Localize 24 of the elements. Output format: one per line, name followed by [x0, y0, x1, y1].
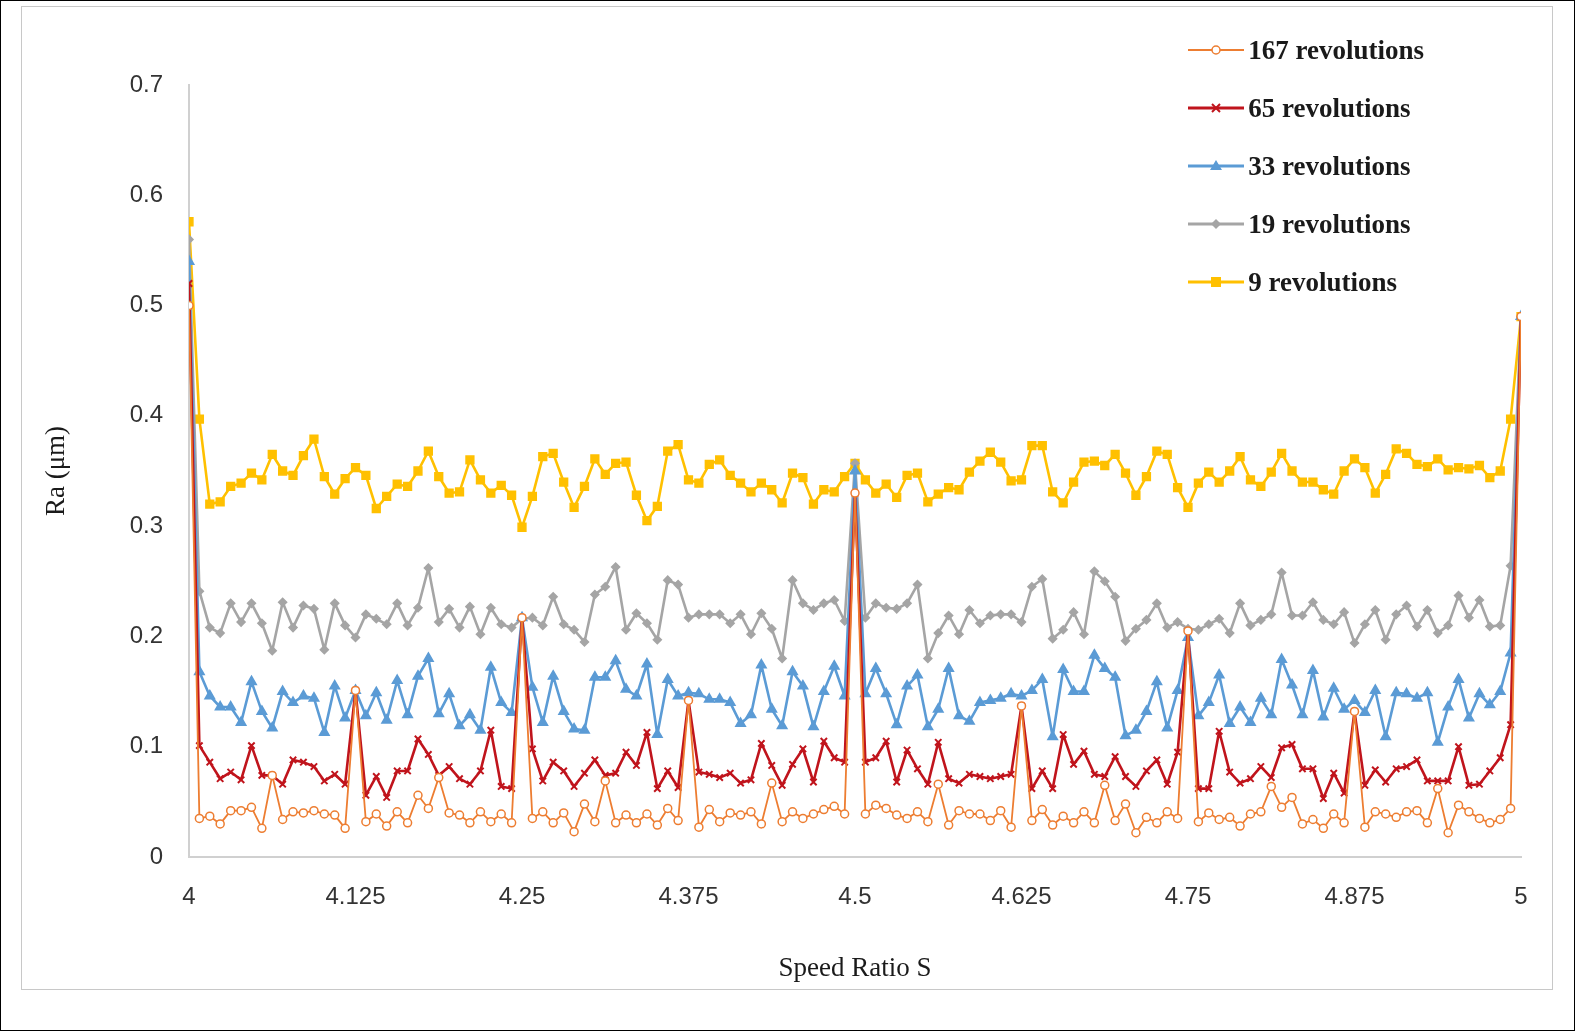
y-tick-label: 0.5: [129, 290, 163, 318]
x-tick-label: 4.375: [658, 882, 719, 910]
x-tick-label: 4: [182, 882, 196, 910]
x-tick-label: 4.5: [838, 882, 872, 910]
legend-label: 19 revolutions: [1248, 208, 1411, 240]
legend-label: 33 revolutions: [1248, 150, 1411, 182]
legend-label: 65 revolutions: [1248, 92, 1411, 124]
legend-label: 9 revolutions: [1248, 266, 1397, 298]
y-tick-label: 0.6: [129, 179, 163, 207]
y-tick-label: 0.4: [129, 400, 163, 428]
y-tick-label: 0.7: [129, 69, 163, 97]
x-axis-title: Speed Ratio S: [778, 951, 932, 982]
x-tick-label: 4.75: [1164, 882, 1212, 910]
x-tick-label: 4.875: [1324, 882, 1385, 910]
y-tick-label: 0.2: [129, 621, 163, 649]
y-axis-title: Ra (μm): [40, 425, 71, 517]
x-tick-label: 4.25: [498, 882, 546, 910]
x-tick-label: 5: [1514, 882, 1528, 910]
x-tick-label: 4.125: [325, 882, 386, 910]
y-tick-label: 0.3: [129, 510, 163, 538]
y-tick-label: 0.1: [129, 731, 163, 759]
x-tick-label: 4.625: [991, 882, 1052, 910]
y-tick-label: 0: [149, 841, 163, 869]
legend-label: 167 revolutions: [1248, 34, 1424, 66]
